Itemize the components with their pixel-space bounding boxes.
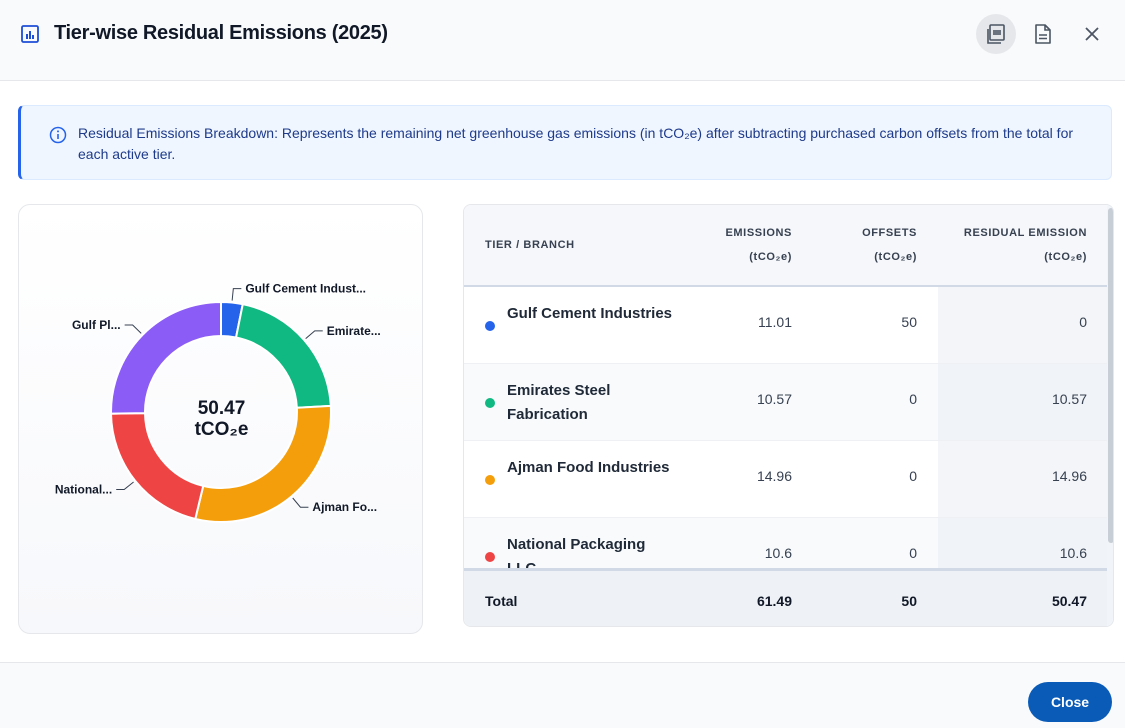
header-offsets-unit: (tCO₂e) [874, 251, 917, 263]
close-button[interactable]: Close [1028, 682, 1112, 722]
document-icon [1035, 24, 1051, 44]
residual-value: 0 [1079, 314, 1087, 330]
donut-chart-card: Gulf Cement Indust... Emirate... Ajman Fo.… [18, 204, 423, 634]
emissions-value: 10.57 [756, 391, 792, 407]
table-row: Ajman Food Industries 14.96 0 14.96 [464, 441, 1107, 518]
header-tier: TIER / BRANCH [485, 239, 575, 251]
slice-leader-line [292, 497, 309, 508]
slice-label: Gulf Pl... [72, 318, 121, 332]
offsets-value: 0 [909, 545, 917, 561]
header-emissions: EMISSIONS (tCO₂e) [694, 221, 792, 269]
chart-center-unit: tCO₂e [194, 419, 249, 440]
header-residual: RESIDUAL EMISSION (tCO₂e) [934, 221, 1087, 269]
residual-value: 10.57 [1051, 391, 1087, 407]
chart-center-value: 50.47 [197, 398, 246, 419]
info-banner: Residual Emissions Breakdown: Represents… [18, 105, 1112, 180]
tier-color-dot [485, 475, 495, 485]
offsets-value: 50 [901, 314, 917, 330]
residual-value: 10.6 [1059, 545, 1087, 561]
donut-chart: Gulf Cement Indust... Emirate... Ajman Fo.… [55, 282, 381, 523]
slice-leader-line [124, 324, 142, 334]
slice-label: Emirate... [327, 324, 381, 338]
emissions-table: TIER / BRANCH EMISSIONS (tCO₂e) OFFSETS … [463, 204, 1114, 627]
bar-chart-icon [21, 25, 39, 43]
modal-title: Tier-wise Residual Emissions (2025) [54, 22, 388, 44]
slice-label: National... [55, 482, 112, 496]
total-offsets: 50 [901, 593, 917, 609]
slice-leader-line [116, 481, 134, 490]
offsets-value: 0 [909, 468, 917, 484]
table-row: National Packaging LLC 10.6 0 10.6 [464, 518, 1107, 570]
total-label: Total [485, 593, 518, 609]
header-offsets-label: OFFSETS [862, 227, 917, 239]
tier-name: Emirates Steel Fabrication [507, 382, 611, 423]
slice-label: Ajman Fo... [312, 500, 377, 514]
header-emissions-unit: (tCO₂e) [749, 251, 792, 263]
export-document-button[interactable] [1023, 14, 1063, 54]
header-offsets: OFFSETS (tCO₂e) [827, 221, 917, 269]
emissions-value: 14.96 [756, 468, 792, 484]
table-body[interactable]: Gulf Cement Industries 11.01 50 0 Emirat… [464, 287, 1107, 570]
header-emissions-label: EMISSIONS [725, 227, 792, 239]
export-pdf-button[interactable] [976, 14, 1016, 54]
table-scrollbar-thumb[interactable] [1108, 208, 1113, 543]
close-modal-button[interactable] [1072, 14, 1112, 54]
close-icon [1085, 27, 1099, 41]
tier-name: Ajman Food Industries [507, 459, 670, 476]
info-icon [49, 126, 67, 144]
tier-color-dot [485, 552, 495, 562]
table-row: Gulf Cement Industries 11.01 50 0 [464, 287, 1107, 364]
emissions-value: 11.01 [758, 314, 792, 330]
slice-label: Gulf Cement Indust... [245, 282, 366, 296]
table-total-row: Total 61.49 50 50.47 [464, 568, 1107, 626]
donut-slice[interactable] [234, 302, 332, 409]
tier-color-dot [485, 321, 495, 331]
donut-slice[interactable] [110, 300, 222, 415]
emissions-value: 10.6 [764, 545, 792, 561]
table-row: Emirates Steel Fabrication 10.57 0 10.57 [464, 364, 1107, 441]
slice-leader-line [305, 330, 323, 340]
tier-color-dot [485, 398, 495, 408]
tier-name: Gulf Cement Industries [507, 305, 673, 322]
total-residual: 50.47 [1051, 593, 1087, 609]
header-residual-unit: (tCO₂e) [1044, 251, 1087, 263]
table-header: TIER / BRANCH EMISSIONS (tCO₂e) OFFSETS … [464, 205, 1107, 287]
slice-leader-line [231, 288, 242, 301]
tier-name: National Packaging LLC [507, 536, 646, 570]
modal-header: Tier-wise Residual Emissions (2025) [0, 0, 1125, 81]
info-text: Residual Emissions Breakdown: Represents… [78, 125, 1074, 162]
total-emissions: 61.49 [756, 593, 792, 609]
chart-center-total: 50.47 tCO₂e [169, 398, 274, 440]
modal-footer: Close [0, 662, 1125, 728]
residual-value: 14.96 [1051, 468, 1087, 484]
header-residual-label: RESIDUAL EMISSION [963, 227, 1087, 239]
pdf-icon [987, 24, 1005, 44]
offsets-value: 0 [909, 391, 917, 407]
